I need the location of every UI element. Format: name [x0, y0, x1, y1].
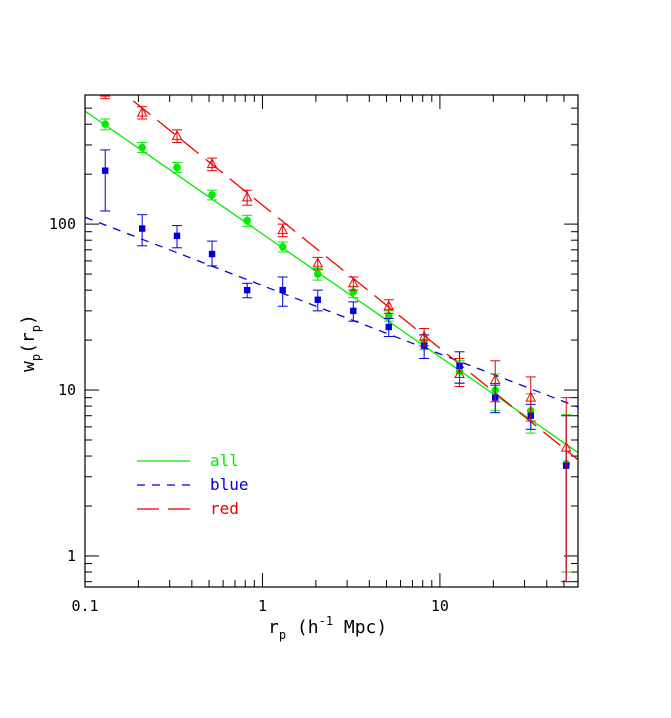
point-all [101, 120, 110, 129]
point-blue [102, 167, 109, 174]
legend-label-red: red [210, 499, 239, 518]
point-red [277, 224, 289, 235]
point-red [241, 191, 253, 202]
point-red [560, 441, 572, 452]
y-axis-label-open: (r [18, 332, 39, 354]
point-all [138, 143, 146, 152]
fit-line-red [124, 95, 578, 461]
x-axis-label-sup: -1 [319, 614, 333, 628]
point-red [347, 277, 359, 288]
point-all [173, 163, 181, 172]
y-axis-label-sub: p [29, 354, 43, 361]
point-blue [350, 307, 357, 315]
point-blue [138, 225, 146, 232]
point-all [208, 191, 216, 199]
fit-lines [85, 95, 578, 461]
point-blue [314, 296, 321, 303]
tick-labels: 0.1 1 10 1 10 100 [49, 215, 449, 615]
x-axis-label-tail: Mpc) [333, 617, 387, 638]
point-all [243, 216, 251, 225]
x-axis-label: rp (h-1 Mpc) [268, 614, 387, 642]
x-axis-label-sub: p [279, 628, 286, 642]
point-red [206, 158, 218, 169]
y-axis-label-close: ) [18, 314, 39, 325]
fit-line-all [85, 110, 578, 454]
point-blue [208, 250, 216, 258]
y-axis-label: wp(rp) [18, 314, 43, 372]
x-axis-label-rest: (h [286, 617, 319, 638]
point-red [489, 373, 501, 384]
x-tick-label: 10 [431, 597, 449, 615]
y-axis-label-sub2: p [29, 325, 43, 332]
fit-line-blue [85, 216, 578, 408]
legend-label-all: all [210, 451, 239, 470]
point-red [418, 330, 430, 341]
point-red [525, 391, 537, 402]
legend-label-blue: blue [210, 475, 249, 494]
point-all [313, 270, 322, 278]
point-all [278, 242, 287, 251]
y-axis-label-main: w [18, 361, 39, 372]
x-tick-label: 1 [258, 597, 267, 615]
point-blue [279, 286, 286, 294]
y-tick-label: 1 [67, 547, 76, 565]
point-blue [173, 232, 181, 240]
point-red [136, 106, 148, 117]
legend: all blue red [137, 451, 249, 518]
point-all [384, 312, 393, 320]
point-red [99, 95, 111, 97]
x-tick-label: 0.1 [71, 597, 98, 615]
point-red [383, 300, 395, 311]
point-red [454, 367, 465, 378]
point-blue [385, 323, 392, 331]
data-points [99, 95, 572, 583]
point-red [312, 257, 324, 268]
point-blue [243, 286, 251, 294]
y-tick-label: 10 [58, 381, 76, 399]
axis-ticks [84, 94, 579, 587]
plot-frame [84, 94, 579, 588]
x-axis-label-main: r [268, 617, 279, 638]
y-tick-label: 100 [49, 215, 76, 233]
point-red [171, 129, 183, 140]
